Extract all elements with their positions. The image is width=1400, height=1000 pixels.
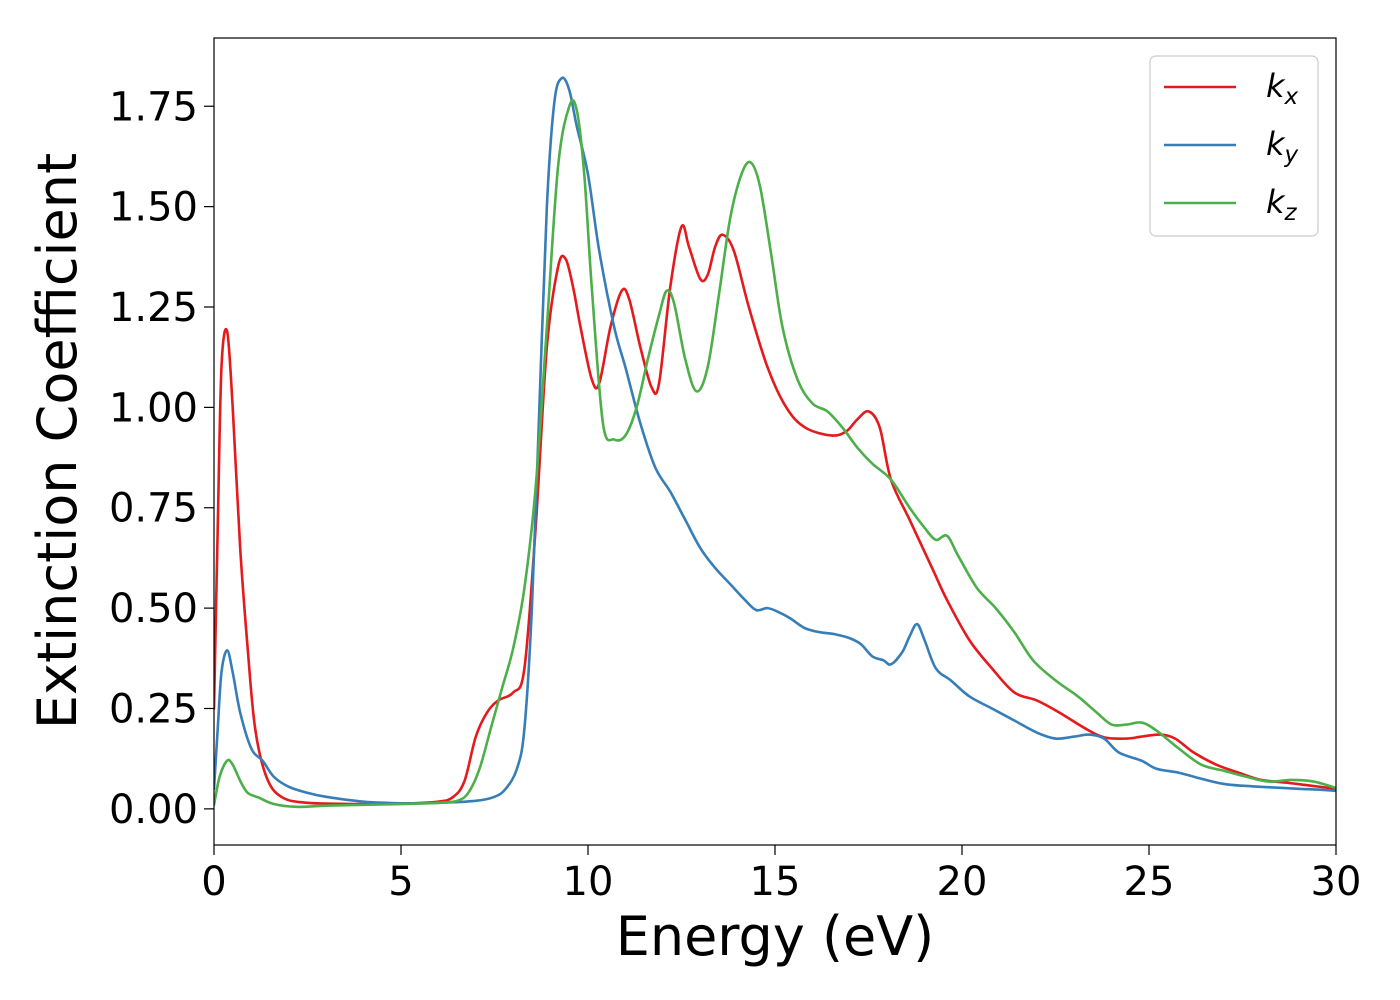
y-tick-label: 1.00 — [109, 385, 198, 431]
x-tick-label: 30 — [1311, 859, 1362, 905]
y-tick-label: 0.00 — [109, 787, 198, 833]
x-axis-label: Energy (eV) — [616, 905, 935, 968]
y-axis: 0.00 0.25 0.50 0.75 1.00 1.25 1.50 1.75 — [109, 84, 214, 833]
x-tick-label: 15 — [750, 859, 801, 905]
x-axis: 0 5 10 15 20 25 30 — [201, 845, 1361, 905]
y-tick-label: 1.25 — [109, 285, 198, 331]
legend: kx ky kz — [1149, 55, 1319, 237]
x-tick-label: 5 — [388, 859, 413, 905]
legend-label-kx: kx — [1266, 67, 1299, 110]
y-tick-label: 1.50 — [109, 185, 198, 231]
y-tick-label: 0.25 — [109, 686, 198, 732]
x-tick-label: 10 — [563, 859, 614, 905]
x-tick-label: 0 — [201, 859, 226, 905]
y-tick-label: 0.50 — [109, 586, 198, 632]
y-axis-label: Extinction Coefficient — [26, 153, 89, 729]
y-tick-label: 1.75 — [109, 84, 198, 130]
y-tick-label: 0.75 — [109, 486, 198, 532]
legend-label-ky: ky — [1266, 125, 1299, 168]
series-line-kz — [214, 99, 1336, 809]
legend-label-kz: kz — [1266, 183, 1298, 226]
series-line-kx — [214, 223, 1336, 806]
plot-lines — [214, 76, 1336, 809]
x-tick-label: 25 — [1124, 859, 1175, 905]
x-tick-label: 20 — [937, 859, 988, 905]
